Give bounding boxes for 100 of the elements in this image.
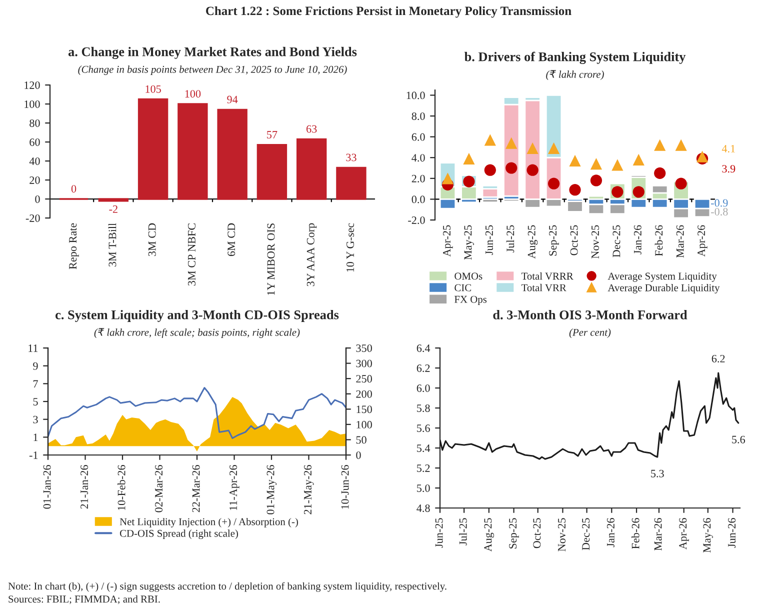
y2-tick-label: 300 [356, 360, 372, 368]
x-tick-label: Sep-25 [549, 225, 559, 256]
legend-label: Total VRR [521, 284, 566, 292]
x-tick-label: 3M T-Bill [108, 223, 116, 266]
text: Note: In chart (b), (+) / (-) sign suggests accretion to / depletion of banking system liquidity, respectively. [8, 582, 446, 592]
x-tick-label: Apr-25 [443, 225, 453, 257]
data-label: 105 [146, 85, 161, 93]
y-tick-label: 5.8 [417, 404, 430, 412]
x-tick-label: 3Y AAA Corp [306, 223, 317, 286]
data-label: 33 [346, 154, 356, 162]
chart-title: d. 3-Month OIS 3-Month Forward [493, 310, 688, 320]
y-tick-label: 6.0 [412, 133, 425, 141]
x-tick-label: Repo Rate [69, 223, 79, 270]
data-label: -2 [109, 205, 118, 213]
x-tick-label: 3M CD [148, 223, 156, 256]
data-label: 57 [267, 131, 278, 138]
y-tick-label: 6.2 [416, 364, 430, 372]
annotation: 5.6 [732, 436, 746, 444]
x-tick-label: 3M CP NBFC [188, 223, 196, 286]
legend-label: Net Liquidity Injection (+) / Absorption (-) [120, 518, 298, 528]
x-tick-label: Aug-25 [528, 225, 538, 259]
x-tick-label: Jun-26 [728, 518, 736, 548]
x-tick-label: Nov-25 [558, 518, 566, 552]
legend-label: CIC [454, 284, 471, 292]
x-tick-label: Mar-26 [676, 225, 684, 258]
data-label: -0.9 [711, 199, 728, 207]
x-tick-label: 02-Mar-26 [155, 465, 163, 512]
data-label: 94 [227, 96, 238, 104]
data-label: 100 [185, 90, 201, 98]
y-tick-label: 6.4 [416, 344, 430, 352]
x-tick-label: Oct-25 [570, 225, 578, 256]
x-tick-label: Jul-25 [459, 518, 467, 546]
y-tick-label: 80 [30, 119, 40, 127]
y-tick-label: 120 [24, 81, 40, 89]
y-tick-label: -1 [29, 452, 38, 459]
data-label: 63 [306, 125, 317, 133]
x-tick-label: 10-Jun-26 [341, 465, 349, 509]
x-tick-label: 1Y MIBOR OIS [267, 224, 275, 295]
y-tick-label: 4.0 [412, 154, 425, 162]
chart-subtitle: (₹ lakh crore) [546, 70, 604, 80]
y2-tick-label: 250 [356, 375, 372, 383]
y2-tick-label: 50 [356, 436, 366, 444]
x-tick-label: Aug-25 [484, 518, 494, 552]
y-tick-label: -20 [26, 214, 40, 222]
y-tick-label: 5.4 [417, 444, 430, 452]
x-tick-label: 21-May-26 [304, 465, 314, 514]
y-tick-label: 1 [34, 434, 38, 442]
y-tick-label: 6.0 [416, 384, 430, 392]
annotation: 6.2 [712, 354, 725, 362]
x-tick-label: Apr-26 [698, 225, 708, 257]
data-label: 4.1 [722, 144, 735, 152]
y-tick-label: 11 [28, 344, 38, 352]
legend-label: OMOs [454, 272, 482, 280]
chart-subtitle: (₹ lakh crore, left scale; basis points, right scale) [94, 328, 300, 338]
y-tick-label: 8.0 [412, 112, 425, 120]
chart-title: c. System Liquidity and 3-Month CD-OIS Spreads [56, 310, 339, 322]
x-tick-label: 10-Feb-26 [117, 465, 126, 510]
data-label: -0.8 [711, 208, 728, 216]
x-tick-label: Jan-26 [606, 518, 614, 548]
x-tick-label: 6M CD [228, 223, 236, 256]
data-label: 0 [71, 185, 76, 193]
chart-title: b. Drivers of Banking System Liquidity [464, 52, 686, 64]
x-tick-label: Dec-25 [582, 518, 590, 550]
y-tick-label: 60 [30, 138, 40, 146]
annotation: 5.3 [651, 470, 664, 478]
y-tick-label: 5.6 [417, 424, 430, 432]
x-tick-label: Mar-26 [654, 518, 662, 551]
chart-subtitle: (Change in basis points between Dec 31, 2025 to June 10, 2026) [78, 66, 347, 75]
x-tick-label: Nov-25 [592, 225, 599, 258]
legend-label: CD-OIS Spread (right scale) [120, 530, 238, 540]
y-tick-label: 10.0 [406, 92, 425, 100]
x-tick-label: Dec-25 [612, 225, 620, 258]
x-tick-label: Jul-25 [506, 225, 514, 252]
chart-subtitle: (Per cent) [569, 328, 611, 338]
x-tick-label: 11-Apr-26 [230, 465, 240, 510]
x-tick-label: May-25 [464, 225, 474, 260]
data-label: 3.9 [722, 165, 736, 173]
y-tick-label: 40 [29, 157, 40, 165]
x-tick-label: 10 Y G-sec [346, 223, 354, 272]
x-tick-label: Oct-25 [533, 518, 541, 548]
x-tick-label: Jan-26 [634, 225, 642, 254]
y2-tick-label: 350 [356, 344, 372, 352]
y-tick-label: 9 [33, 362, 38, 370]
y-tick-label: 5.0 [417, 484, 430, 492]
y2-tick-label: 150 [356, 406, 372, 414]
y-tick-label: 5.2 [417, 464, 430, 472]
legend-label: Average Durable Liquidity [608, 284, 720, 294]
x-tick-label: 01-Jan-26 [43, 465, 51, 509]
source-note: Sources: FBIL; FIMMDA; and RBI. [8, 595, 160, 604]
x-tick-label: 22-Mar-26 [192, 465, 200, 512]
legend-label: FX Ops [454, 296, 487, 305]
legend-label: Average System Liquidity [608, 272, 717, 282]
y2-tick-label: 0 [356, 451, 361, 459]
x-tick-label: Sep-25 [509, 518, 519, 548]
x-tick-label: Feb-26 [654, 225, 663, 256]
y2-tick-label: 200 [356, 390, 372, 398]
y-tick-label: 0 [35, 195, 40, 203]
y-tick-label: 0.0 [412, 196, 425, 204]
y2-tick-label: 100 [356, 420, 372, 428]
chart-title: a. Change in Money Market Rates and Bond Yields [68, 46, 357, 59]
